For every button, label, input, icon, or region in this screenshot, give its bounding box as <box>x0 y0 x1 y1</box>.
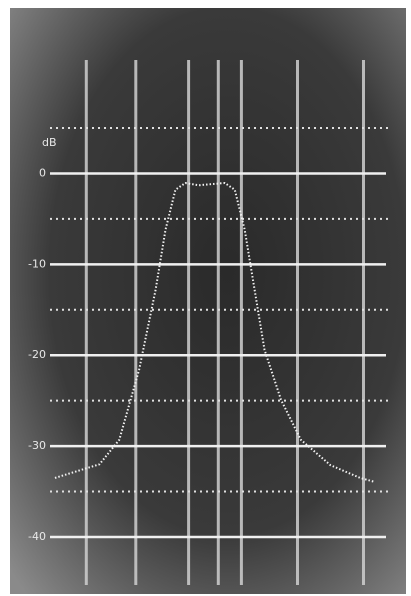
y-tick-label: -30 <box>28 439 46 452</box>
y-tick-label: -20 <box>28 348 46 361</box>
y-tick-label: 0 <box>39 166 46 179</box>
y-axis-label: dB <box>42 136 57 149</box>
y-tick-label: -10 <box>28 257 46 270</box>
y-tick-label: -40 <box>28 530 46 543</box>
screen <box>10 8 406 594</box>
chart: dB 0 -10 -20 -30 -40 <box>0 0 411 596</box>
